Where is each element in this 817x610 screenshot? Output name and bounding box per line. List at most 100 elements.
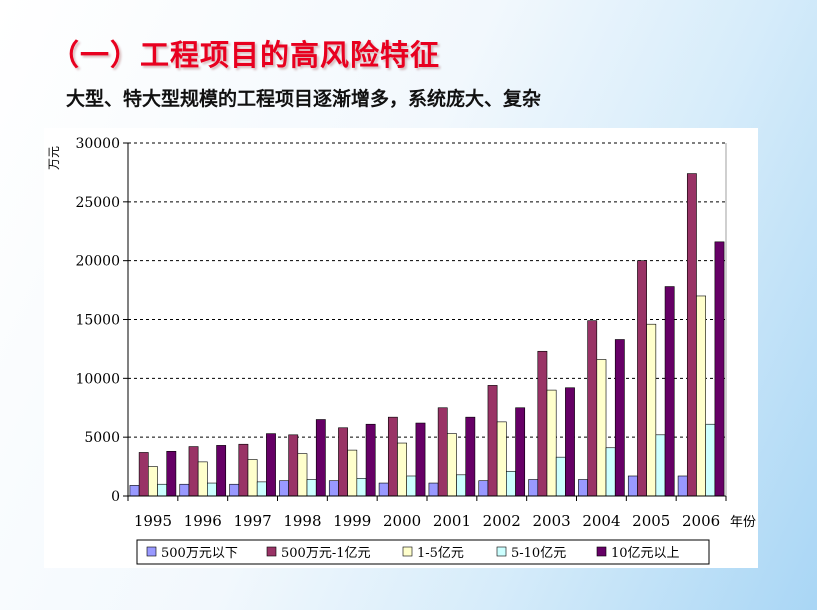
axes <box>123 142 727 501</box>
legend-label: 500万元-1亿元 <box>281 546 370 561</box>
bar <box>347 449 358 497</box>
bar <box>179 483 190 497</box>
legend-swatch <box>596 546 607 557</box>
bar <box>578 479 588 497</box>
bar <box>166 450 177 497</box>
bar <box>148 466 158 497</box>
y-axis-label: 万元 <box>47 146 61 170</box>
bar <box>447 433 457 497</box>
bars <box>129 173 725 497</box>
y-tick-label: 10000 <box>75 371 120 387</box>
x-tick-label: 2005 <box>632 512 670 530</box>
bar <box>437 407 448 497</box>
legend-swatch <box>266 546 277 557</box>
bar <box>478 480 489 497</box>
bar <box>646 323 657 497</box>
legend-label: 500万元以下 <box>161 546 238 561</box>
bar <box>256 481 267 497</box>
bar <box>714 241 725 497</box>
bar <box>288 434 299 497</box>
legend-label: 1-5亿元 <box>417 546 464 561</box>
bar <box>677 475 688 497</box>
bar <box>356 478 367 497</box>
bar <box>397 442 407 497</box>
bar <box>197 461 208 497</box>
y-tick-label: 25000 <box>75 195 120 211</box>
bar <box>705 423 716 497</box>
bar <box>515 407 526 497</box>
bar <box>565 387 575 497</box>
x-tick-label: 2003 <box>532 512 570 530</box>
bar <box>406 475 417 497</box>
bar <box>387 416 398 497</box>
legend-label: 10亿元以上 <box>611 546 680 561</box>
legend-swatch <box>146 546 157 557</box>
x-tick-label: 1997 <box>233 512 271 530</box>
bar <box>138 452 149 497</box>
bar <box>686 173 697 497</box>
x-tick-label: 2006 <box>682 512 720 530</box>
bar <box>415 422 426 497</box>
bar <box>306 479 317 497</box>
x-tick-label: 1995 <box>134 512 172 530</box>
bar <box>229 483 240 497</box>
y-tick-label: 20000 <box>75 254 120 270</box>
bar <box>537 350 548 497</box>
bar <box>428 482 439 497</box>
bar <box>487 385 498 497</box>
bar <box>188 446 199 497</box>
y-tick-label: 5000 <box>84 430 120 446</box>
bar <box>587 320 598 497</box>
legend-swatch <box>496 546 507 557</box>
bar <box>496 421 507 497</box>
bar <box>655 434 666 497</box>
bar <box>247 459 258 497</box>
x-tick-label: 1998 <box>283 512 321 530</box>
bar <box>129 485 140 497</box>
bar <box>465 416 476 497</box>
bar <box>546 389 557 497</box>
legend: 500万元以下 500万元-1亿元 1-5亿元 5-10亿元 10亿元以上 <box>136 539 710 565</box>
y-tick-label: 30000 <box>75 136 120 152</box>
bar <box>637 260 647 497</box>
legend-label: 5-10亿元 <box>511 546 566 561</box>
bar <box>157 483 168 497</box>
bar <box>315 419 326 497</box>
gridlines <box>128 142 726 438</box>
x-tick-label: 2004 <box>582 512 620 530</box>
bar <box>297 453 308 497</box>
bar <box>528 479 539 497</box>
bar <box>365 423 376 497</box>
x-axis-label: 年份 <box>730 515 756 530</box>
bar <box>506 470 516 497</box>
bar <box>266 433 276 497</box>
bar <box>338 427 348 497</box>
bar <box>378 482 389 497</box>
bar <box>216 445 227 497</box>
x-tick-label: 2002 <box>483 512 521 530</box>
x-tick-label: 2000 <box>383 512 421 530</box>
bar <box>664 286 675 497</box>
bar <box>605 447 616 497</box>
slide-title: （一）工程项目的高风险特征 <box>50 38 441 72</box>
bar <box>555 456 566 497</box>
x-tick-label: 2001 <box>433 512 471 530</box>
bar <box>238 443 249 497</box>
bar <box>456 474 467 497</box>
x-tick-label: 1996 <box>184 512 222 530</box>
bar <box>328 480 339 497</box>
bar <box>627 475 638 497</box>
bar <box>596 359 607 497</box>
chart-area: 0 5000 10000 15000 20000 25000 30000 1995 1996 1… <box>44 128 758 568</box>
legend-box <box>136 539 710 565</box>
bar <box>614 339 625 497</box>
legend-swatch <box>402 546 413 557</box>
bar <box>696 295 706 497</box>
slide-subtitle: 大型、特大型规模的工程项目逐渐增多，系统庞大、复杂 <box>66 88 542 110</box>
bar <box>279 480 289 497</box>
x-tick-labels: 1995 1996 1997 1998 1999 2000 2001 2002 2003 2004… <box>134 512 720 530</box>
y-tick-labels: 0 5000 10000 15000 20000 25000 30000 <box>75 136 120 505</box>
y-tick-label: 15000 <box>75 313 120 329</box>
x-tick-label: 1999 <box>333 512 371 530</box>
